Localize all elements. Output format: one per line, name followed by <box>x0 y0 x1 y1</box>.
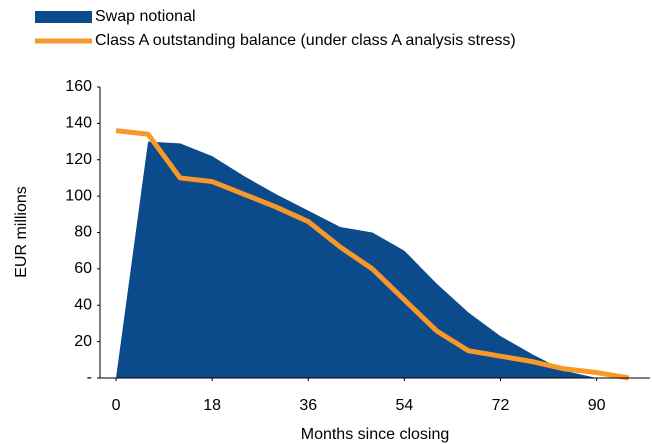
y-tick-label: 100 <box>65 187 92 204</box>
y-tick-label: 20 <box>74 333 92 350</box>
area <box>116 141 629 378</box>
legend-label: Swap notional <box>95 8 196 25</box>
y-tick-label: - <box>87 369 92 386</box>
y-tick-label: 120 <box>65 151 92 168</box>
x-tick-label: 54 <box>395 397 413 414</box>
x-axis-label: Months since closing <box>301 426 450 443</box>
legend-swatch <box>35 11 92 23</box>
y-tick-label: 60 <box>74 260 92 277</box>
y-tick-label: 160 <box>65 78 92 95</box>
y-axis-label: EUR millions <box>13 186 30 278</box>
line <box>115 128 630 381</box>
x-tick-label: 18 <box>203 397 221 414</box>
y-tick-label: 80 <box>74 224 92 241</box>
y-tick-label: 140 <box>65 115 92 132</box>
x-tick-label: 0 <box>112 397 121 414</box>
y-tick-label: 40 <box>74 296 92 313</box>
x-tick-label: 90 <box>588 397 606 414</box>
x-tick-label: 36 <box>299 397 317 414</box>
x-tick-label: 72 <box>492 397 510 414</box>
legend-label: Class A outstanding balance (under class… <box>95 32 516 49</box>
